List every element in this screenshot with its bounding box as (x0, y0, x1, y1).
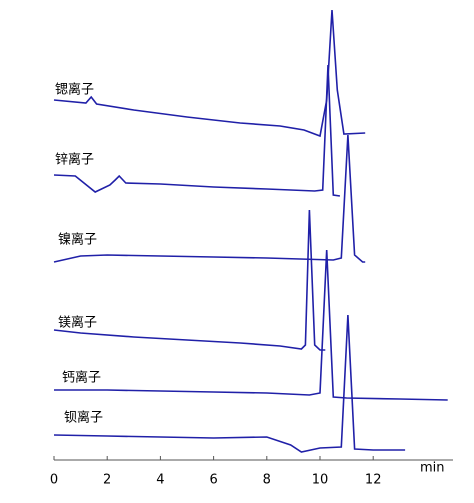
trace-label: 钙离子 (62, 370, 101, 386)
trace (54, 249, 448, 401)
x-tick-label: 4 (156, 473, 164, 488)
trace-label: 锌离子 (55, 152, 94, 168)
x-tick-label: 0 (50, 473, 58, 488)
x-tick-label: 6 (209, 473, 217, 488)
trace-label: 钡离子 (64, 410, 103, 426)
trace (53, 9, 366, 138)
x-tick-label: 2 (103, 473, 111, 488)
trace (53, 64, 341, 197)
trace (53, 314, 406, 453)
x-tick-label: 10 (312, 473, 329, 488)
trace (53, 134, 366, 263)
x-tick-label: 12 (365, 473, 382, 488)
x-axis-label: min (420, 461, 445, 476)
trace-label: 锶离子 (55, 82, 94, 98)
trace-label: 镁离子 (58, 315, 97, 331)
trace (53, 209, 326, 351)
trace-label: 镍离子 (58, 232, 97, 248)
x-tick-label: 8 (263, 473, 271, 488)
